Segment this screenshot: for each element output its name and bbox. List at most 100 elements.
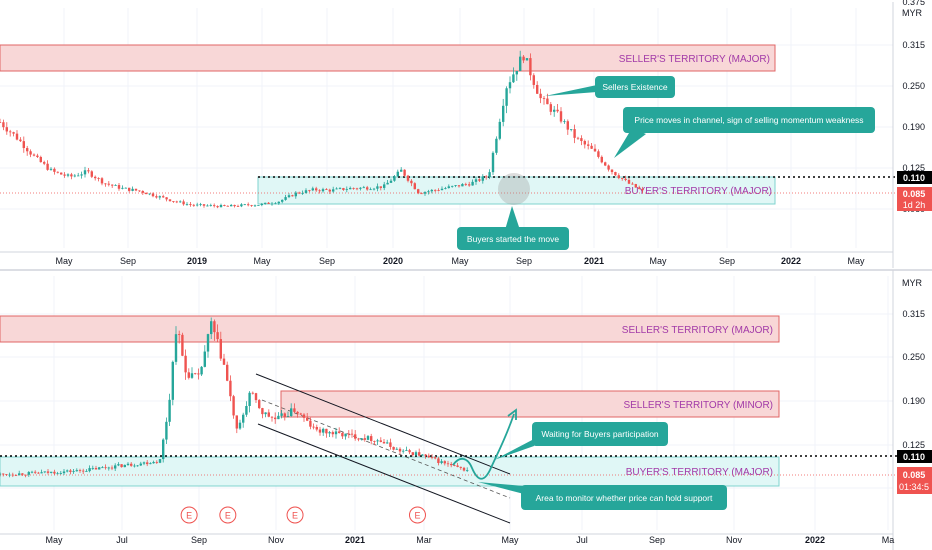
channel-lower-line[interactable] — [257, 423, 511, 524]
weekly-time-axis[interactable]: May Sep 2019 May Sep 2020 May Sep 2021 May Sep 2022… — [0, 251, 893, 266]
candle-body — [437, 458, 440, 464]
candle-body — [454, 185, 457, 186]
candle-body — [194, 373, 197, 375]
time-tick-label: 2021 — [584, 256, 604, 266]
candle-body — [88, 468, 91, 472]
candle-body — [131, 188, 134, 191]
candle-body — [90, 171, 93, 177]
candle-body — [66, 174, 70, 176]
candle-body — [152, 461, 155, 464]
buyer-zone-major-daily[interactable] — [0, 456, 780, 487]
candle-body — [277, 201, 280, 204]
candle-body — [245, 405, 248, 415]
candle-body — [360, 438, 363, 439]
candle-body — [15, 133, 19, 140]
candle-body — [627, 179, 631, 184]
candle-body — [83, 170, 87, 175]
callout-sellers-existence-text: Sellers Existence — [602, 82, 667, 92]
candle-body — [18, 473, 21, 476]
seller-zone-major[interactable] — [0, 44, 776, 72]
candle-body — [260, 203, 263, 206]
price-tick-label: 0.125 — [902, 440, 925, 450]
candle-body — [424, 454, 427, 456]
daily-chart-pane[interactable]: SELLER'S TERRITORY (MAJOR) SELLER'S TERR… — [0, 270, 932, 550]
candle-body — [46, 163, 49, 170]
candle-body — [274, 203, 277, 205]
price-tick-label-clipped: 0.375 — [902, 0, 925, 7]
candle-body — [53, 168, 56, 172]
candle-body — [59, 473, 62, 474]
candle-body — [291, 195, 294, 197]
candle-body — [553, 109, 556, 112]
candle-body — [219, 204, 223, 208]
buyer-zone-major[interactable] — [257, 176, 776, 205]
callout-pointer-sellers — [545, 85, 597, 96]
candle-body — [376, 186, 379, 189]
candle-body — [410, 180, 413, 184]
callout-channel-weakness[interactable] — [623, 107, 875, 133]
callout-buyers-started[interactable] — [457, 227, 569, 250]
candle-body — [505, 88, 508, 106]
earnings-marker[interactable] — [408, 506, 426, 524]
candle-body — [392, 446, 395, 450]
daily-zones: SELLER'S TERRITORY (MAJOR) SELLER'S TERR… — [0, 315, 780, 487]
candle-body — [189, 204, 192, 205]
callout-pointer-area — [478, 482, 524, 494]
candle-body — [325, 428, 328, 434]
last-price-tag-top-text: 0.085 — [903, 189, 926, 199]
candle-body — [573, 129, 576, 138]
time-tick-label: May — [45, 535, 63, 545]
candle-body — [251, 392, 254, 394]
currency-label: MYR — [902, 8, 923, 18]
earnings-marker[interactable] — [219, 506, 237, 524]
currency-label: MYR — [902, 278, 923, 288]
candle-body — [110, 467, 114, 469]
candle-body — [414, 452, 418, 456]
weekly-price-tags: 0.110 0.085 1d 2h — [897, 171, 932, 211]
callout-sellers-existence[interactable] — [595, 76, 675, 98]
daily-price-tags: 0.110 0.085 01:34:5 — [897, 450, 932, 494]
time-tick-label: May — [451, 256, 469, 266]
candle-body — [328, 189, 331, 192]
earnings-marker[interactable] — [286, 506, 304, 524]
callout-waiting-buyers[interactable] — [532, 422, 668, 446]
seller-zone-minor-daily[interactable] — [280, 390, 780, 418]
candle-body — [168, 399, 171, 422]
candle-body — [366, 436, 370, 440]
seller-zone-major-daily[interactable] — [0, 315, 780, 343]
candle-body — [36, 155, 39, 158]
channel-upper-line[interactable] — [255, 373, 511, 475]
candle-body — [114, 185, 117, 186]
candle-body — [29, 151, 32, 155]
candle-body — [634, 184, 637, 188]
candle-body — [456, 465, 459, 467]
candle-body — [318, 190, 321, 192]
weekly-chart-pane[interactable]: SELLER'S TERRITORY (MAJOR) BUYER'S TERRI… — [0, 0, 932, 268]
last-price-tag-top — [897, 187, 932, 211]
candle-body — [383, 184, 386, 188]
callout-area-monitor[interactable] — [521, 485, 727, 510]
daily-time-axis[interactable]: May Jul Sep Nov 2021 Mar May Jul Sep Nov 2022 Ma — [0, 533, 894, 545]
candle-body — [174, 334, 178, 362]
candle-body — [192, 204, 195, 206]
candle-body — [587, 144, 590, 146]
candle-body — [250, 205, 253, 207]
candle-body — [14, 475, 18, 477]
candle-body — [124, 187, 127, 189]
time-tick-label: Jul — [576, 535, 588, 545]
candle-body — [570, 129, 573, 130]
candle-body — [19, 139, 22, 142]
candle-body — [597, 151, 600, 157]
candle-body — [321, 189, 325, 192]
candle-body — [398, 448, 402, 452]
candle-body — [362, 187, 365, 189]
projected-path-arrow[interactable] — [452, 413, 515, 480]
candle-body — [87, 170, 90, 172]
projected-arrowhead — [507, 408, 517, 420]
earnings-marker[interactable] — [180, 506, 198, 524]
candle-body — [120, 464, 123, 468]
candle-body — [621, 178, 624, 179]
